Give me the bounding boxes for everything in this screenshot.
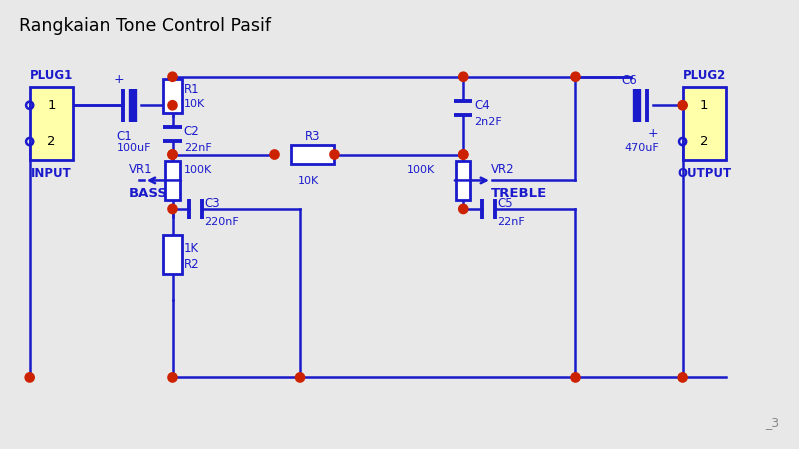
- Text: R3: R3: [305, 130, 320, 143]
- Text: +: +: [113, 73, 125, 86]
- Circle shape: [571, 72, 580, 81]
- Text: R2: R2: [184, 258, 199, 271]
- Text: 1: 1: [700, 99, 709, 112]
- Circle shape: [459, 204, 468, 214]
- Text: 100K: 100K: [407, 165, 435, 175]
- Text: 100K: 100K: [184, 165, 212, 175]
- Text: C5: C5: [498, 197, 513, 210]
- Circle shape: [296, 373, 304, 382]
- Text: 10K: 10K: [184, 99, 205, 109]
- Text: Rangkaian Tone Control Pasif: Rangkaian Tone Control Pasif: [19, 17, 272, 35]
- Text: 220nF: 220nF: [204, 217, 239, 227]
- Text: VR2: VR2: [491, 163, 515, 176]
- Circle shape: [459, 150, 468, 159]
- Bar: [163, 79, 182, 113]
- Text: +: +: [648, 127, 658, 140]
- Text: TREBLE: TREBLE: [491, 187, 547, 200]
- Text: C2: C2: [184, 125, 200, 138]
- Text: 1K: 1K: [184, 242, 199, 255]
- Bar: [165, 161, 180, 200]
- Circle shape: [168, 373, 177, 382]
- Circle shape: [168, 150, 177, 159]
- Text: 470uF: 470uF: [624, 143, 658, 153]
- Text: OUTPUT: OUTPUT: [678, 167, 731, 180]
- Text: 2n2F: 2n2F: [475, 117, 503, 128]
- Text: PLUG1: PLUG1: [30, 69, 73, 82]
- Circle shape: [330, 150, 339, 159]
- Bar: [30, 87, 73, 160]
- Bar: [291, 145, 335, 164]
- Text: 1: 1: [47, 99, 56, 112]
- Circle shape: [571, 373, 580, 382]
- Bar: [456, 161, 471, 200]
- Text: VR1: VR1: [129, 163, 153, 176]
- Bar: [163, 235, 182, 274]
- Circle shape: [168, 101, 177, 110]
- Text: 22nF: 22nF: [498, 217, 525, 227]
- Circle shape: [459, 150, 468, 159]
- Text: 22nF: 22nF: [184, 143, 212, 153]
- Circle shape: [168, 72, 177, 81]
- Text: C1: C1: [117, 130, 132, 143]
- Circle shape: [168, 204, 177, 214]
- Text: _3: _3: [765, 416, 780, 429]
- Text: INPUT: INPUT: [31, 167, 72, 180]
- Bar: [682, 87, 726, 160]
- Text: R1: R1: [184, 83, 199, 96]
- Circle shape: [25, 373, 34, 382]
- Text: C3: C3: [204, 197, 220, 210]
- Text: 2: 2: [47, 135, 56, 148]
- Text: PLUG2: PLUG2: [682, 69, 726, 82]
- Text: 10K: 10K: [297, 176, 319, 186]
- Circle shape: [678, 101, 687, 110]
- Text: 100uF: 100uF: [117, 143, 151, 153]
- Circle shape: [678, 373, 687, 382]
- Text: C4: C4: [475, 99, 491, 112]
- Circle shape: [168, 150, 177, 159]
- Text: 2: 2: [700, 135, 709, 148]
- Text: C6: C6: [622, 74, 637, 87]
- Circle shape: [459, 72, 468, 81]
- Circle shape: [270, 150, 279, 159]
- Text: BASS: BASS: [129, 187, 168, 200]
